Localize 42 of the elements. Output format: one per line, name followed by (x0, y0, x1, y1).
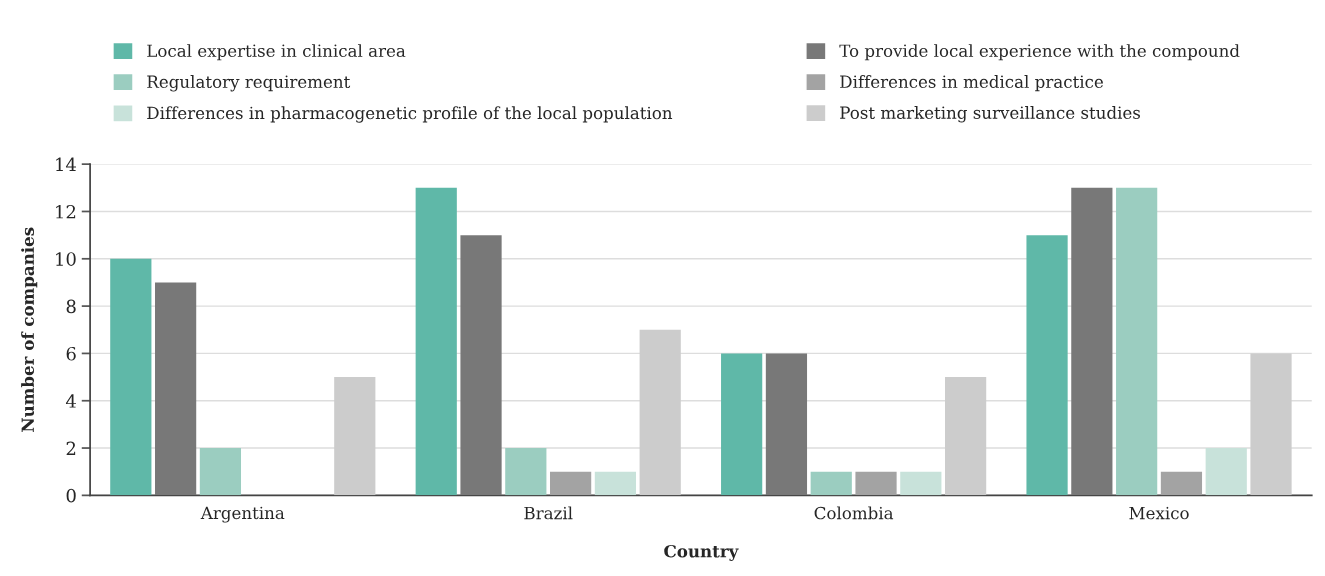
bar (1116, 187, 1158, 496)
bar (110, 258, 152, 496)
bar (460, 235, 502, 496)
x-tick-label: Argentina (200, 506, 285, 523)
bar (1160, 471, 1203, 496)
y-tick-label: 14 (56, 157, 76, 172)
legend-label: Differences in medical practice (840, 75, 1103, 92)
y-axis-title: Number of companies (21, 227, 38, 432)
bar (945, 377, 987, 496)
bar (1205, 448, 1247, 496)
bar (334, 377, 376, 496)
bar (415, 187, 457, 496)
x-tick-label: Brazil (524, 506, 573, 520)
bar (810, 471, 852, 496)
bar (155, 282, 197, 496)
bar (855, 471, 897, 496)
y-tick-label: 6 (66, 346, 76, 361)
legend-label: Differences in pharmacogenetic profile of the local population (147, 106, 673, 123)
x-tick-label: Colombia (814, 506, 894, 520)
y-tick-label: 2 (66, 441, 76, 455)
bar (639, 329, 681, 496)
bar (1071, 187, 1113, 496)
x-axis-title: Country (664, 544, 739, 561)
bar (765, 353, 808, 496)
y-tick-label: 12 (56, 204, 76, 219)
bar (721, 353, 763, 496)
bar (505, 448, 547, 496)
bar (550, 471, 592, 496)
legend-label: Local expertise in clinical area (147, 44, 406, 61)
legend-label: Post marketing surveillance studies (840, 106, 1140, 123)
bar (1250, 353, 1292, 496)
bar (594, 471, 637, 496)
legend-label: Regulatory requirement (147, 75, 351, 92)
y-tick-label: 4 (65, 394, 76, 408)
legend-label: To provide local experience with the compound (839, 44, 1240, 61)
bar (900, 471, 942, 496)
bar (1026, 235, 1068, 496)
y-tick-label: 0 (66, 488, 76, 503)
y-tick-label: 8 (66, 299, 76, 314)
y-tick-label: 10 (56, 252, 76, 266)
bar (199, 448, 242, 496)
x-tick-label: Mexico (1129, 506, 1189, 520)
